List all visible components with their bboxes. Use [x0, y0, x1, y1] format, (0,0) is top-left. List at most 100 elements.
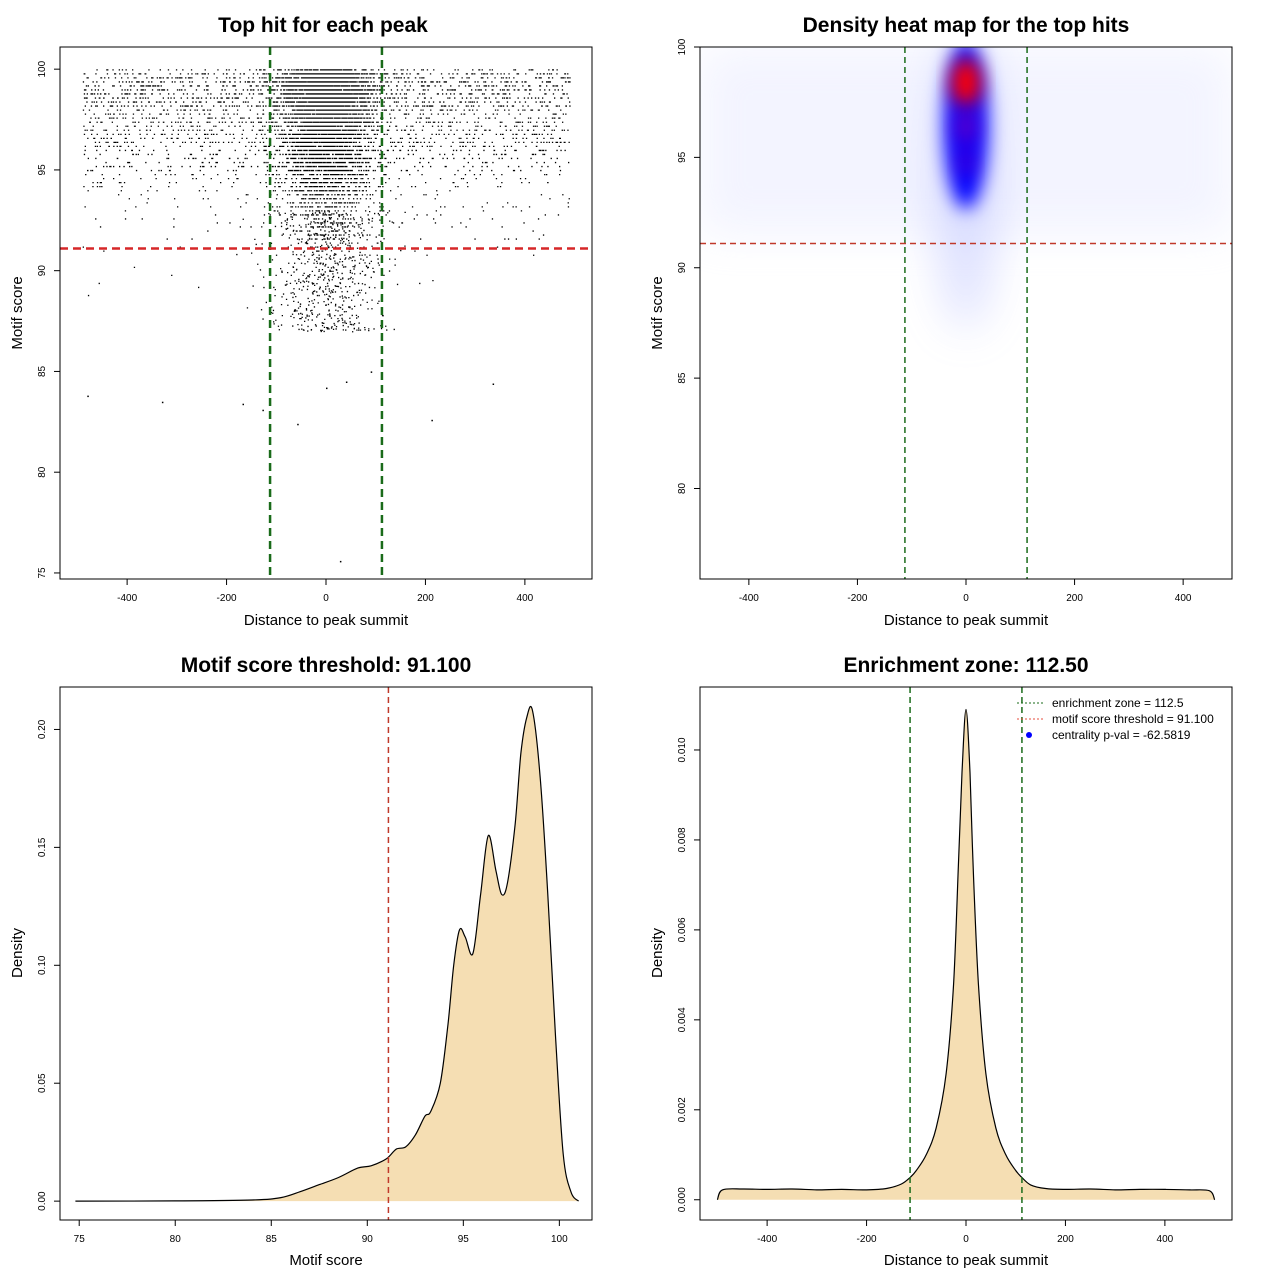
scatter-title: Top hit for each peak: [218, 14, 428, 37]
heatmap-hotspot: [954, 108, 978, 145]
heatmap-x-tick-label: 0: [963, 593, 969, 604]
scatter-outlier-point: [242, 403, 244, 406]
scatter-x-label: Distance to peak summit: [244, 612, 409, 629]
score-density-x-tick-label: 100: [551, 1234, 568, 1245]
enrichment-y-tick-label: 0.006: [677, 917, 688, 942]
scatter-outlier-point: [161, 401, 164, 404]
enrichment-y-tick-label: 0.002: [677, 1097, 688, 1122]
enrichment-panel: Enrichment zone: 112.50 -400 -200 0 200 400 …: [649, 654, 1233, 1269]
enrichment-y-tick-label: 0.010: [677, 737, 688, 762]
scatter-point-cloud: [82, 69, 571, 333]
score-density-title: Motif score threshold: 91.100: [181, 654, 472, 677]
score-density-y-label: Density: [9, 927, 26, 978]
heatmap-hotspot: [951, 58, 981, 107]
scatter-outlier-point: [370, 371, 373, 373]
score-density-y-tick-label: 0.15: [37, 837, 48, 857]
enrichment-x-axis: -400 -200 0 200 400: [757, 1220, 1174, 1245]
heatmap-x-tick-label: 400: [1175, 593, 1192, 604]
score-density-plot-frame: [59, 686, 593, 1221]
score-density-density-curve: [75, 705, 580, 1202]
scatter-outlier-point: [492, 383, 495, 385]
scatter-panel: Top hit for each peak -400 -200 0 200 400 75…: [9, 14, 593, 629]
scatter-x-tick-label: 200: [417, 593, 434, 604]
legend-label-threshold: motif score threshold = 91.100: [1052, 712, 1214, 726]
enrichment-y-axis: 0.000 0.002 0.004 0.006 0.008 0.010: [677, 737, 700, 1212]
scatter-y-label: Motif score: [9, 276, 26, 349]
heatmap-title: Density heat map for the top hits: [803, 14, 1130, 37]
heatmap-x-tick-label: -400: [739, 593, 759, 604]
enrichment-x-label: Distance to peak summit: [884, 1252, 1049, 1269]
scatter-y-axis: 75 80 85 90 95 100: [37, 60, 60, 579]
enrichment-y-tick-label: 0.000: [677, 1187, 688, 1212]
score-density-x-axis: 75 80 85 90 95 100: [74, 1220, 568, 1245]
scatter-outlier-point: [431, 419, 433, 422]
enrichment-x-tick-label: 400: [1157, 1234, 1174, 1245]
scatter-points: [82, 69, 571, 563]
score-density-x-tick-label: 80: [170, 1234, 182, 1245]
scatter-y-tick-label: 85: [37, 365, 48, 377]
scatter-x-tick-label: -400: [117, 593, 137, 604]
score-density-area-fill: [75, 706, 579, 1202]
score-density-x-tick-label: 85: [266, 1234, 278, 1245]
enrichment-x-tick-label: -400: [757, 1234, 777, 1245]
enrichment-y-label: Density: [649, 927, 666, 978]
enrichment-density-area: [716, 708, 1216, 1201]
enrichment-title: Enrichment zone: 112.50: [843, 654, 1088, 677]
legend-label-enrichment-zone: enrichment zone = 112.5: [1052, 696, 1184, 710]
scatter-outlier-point: [339, 560, 342, 563]
score-density-x-label: Motif score: [289, 1252, 362, 1269]
score-density-x-tick-label: 75: [74, 1234, 86, 1245]
heatmap-y-tick-label: 95: [677, 151, 688, 163]
enrichment-legend: enrichment zone = 112.5 motif score thre…: [1017, 696, 1214, 742]
heatmap-y-label: Motif score: [649, 276, 666, 349]
scatter-y-tick-label: 90: [37, 265, 48, 277]
score-density-y-tick-label: 0.20: [37, 719, 48, 739]
enrichment-x-tick-label: 200: [1057, 1234, 1074, 1245]
heatmap-y-tick-label: 90: [677, 262, 688, 274]
heatmap-y-tick-label: 100: [677, 38, 688, 55]
score-density-x-tick-label: 90: [362, 1234, 374, 1245]
score-density-y-axis: 0.00 0.05 0.10 0.15 0.20: [37, 719, 60, 1211]
score-density-y-tick-label: 0.00: [37, 1191, 48, 1211]
enrichment-reference-lines: [909, 687, 1023, 1220]
scatter-x-tick-label: 0: [323, 593, 329, 604]
legend-swatch-centrality: [1026, 732, 1032, 738]
scatter-outlier-point: [345, 381, 348, 383]
enrichment-y-tick-label: 0.004: [677, 1007, 688, 1032]
heatmap-density: [700, 47, 1232, 330]
score-density-panel: Motif score threshold: 91.100 75 80 85 90 95…: [9, 654, 593, 1269]
heatmap-y-tick-label: 85: [677, 372, 688, 384]
heatmap-y-tick-label: 80: [677, 482, 688, 494]
scatter-y-tick-label: 95: [37, 164, 48, 176]
scatter-x-tick-label: -200: [217, 593, 237, 604]
scatter-outlier-point: [326, 387, 328, 390]
heatmap-x-label: Distance to peak summit: [884, 612, 1049, 629]
enrichment-x-tick-label: -200: [857, 1234, 877, 1245]
scatter-y-tick-label: 100: [37, 60, 48, 77]
enrichment-area-fill: [717, 709, 1215, 1200]
heatmap-x-tick-label: -200: [847, 593, 867, 604]
enrichment-density-curve: [716, 708, 1216, 1201]
scatter-outlier-point: [262, 409, 264, 412]
heatmap-x-axis: -400 -200 0 200 400: [739, 579, 1192, 604]
heatmap-hotspot: [956, 146, 976, 177]
scatter-x-axis: -400 -200 0 200 400: [117, 579, 534, 604]
scatter-y-tick-label: 80: [37, 466, 48, 478]
scatter-reference-lines: [60, 47, 592, 579]
score-density-y-tick-label: 0.05: [37, 1073, 48, 1093]
heatmap-reference-lines: [700, 47, 1232, 579]
scatter-x-tick-label: 400: [517, 593, 534, 604]
heatmap-panel: Density heat map for the top hits -400 -2…: [649, 14, 1233, 629]
enrichment-y-tick-label: 0.008: [677, 827, 688, 852]
scatter-outlier-point: [297, 423, 299, 426]
heatmap-x-tick-label: 200: [1066, 593, 1083, 604]
scatter-y-tick-label: 75: [37, 567, 48, 579]
score-density-area: [75, 705, 580, 1202]
score-density-x-tick-label: 95: [458, 1234, 470, 1245]
legend-label-centrality: centrality p-val = -62.5819: [1052, 728, 1191, 742]
score-density-y-tick-label: 0.10: [37, 955, 48, 975]
enrichment-x-tick-label: 0: [963, 1234, 969, 1245]
heatmap-y-axis: 80 85 90 95 100: [677, 38, 700, 494]
scatter-outlier-point: [87, 395, 89, 398]
